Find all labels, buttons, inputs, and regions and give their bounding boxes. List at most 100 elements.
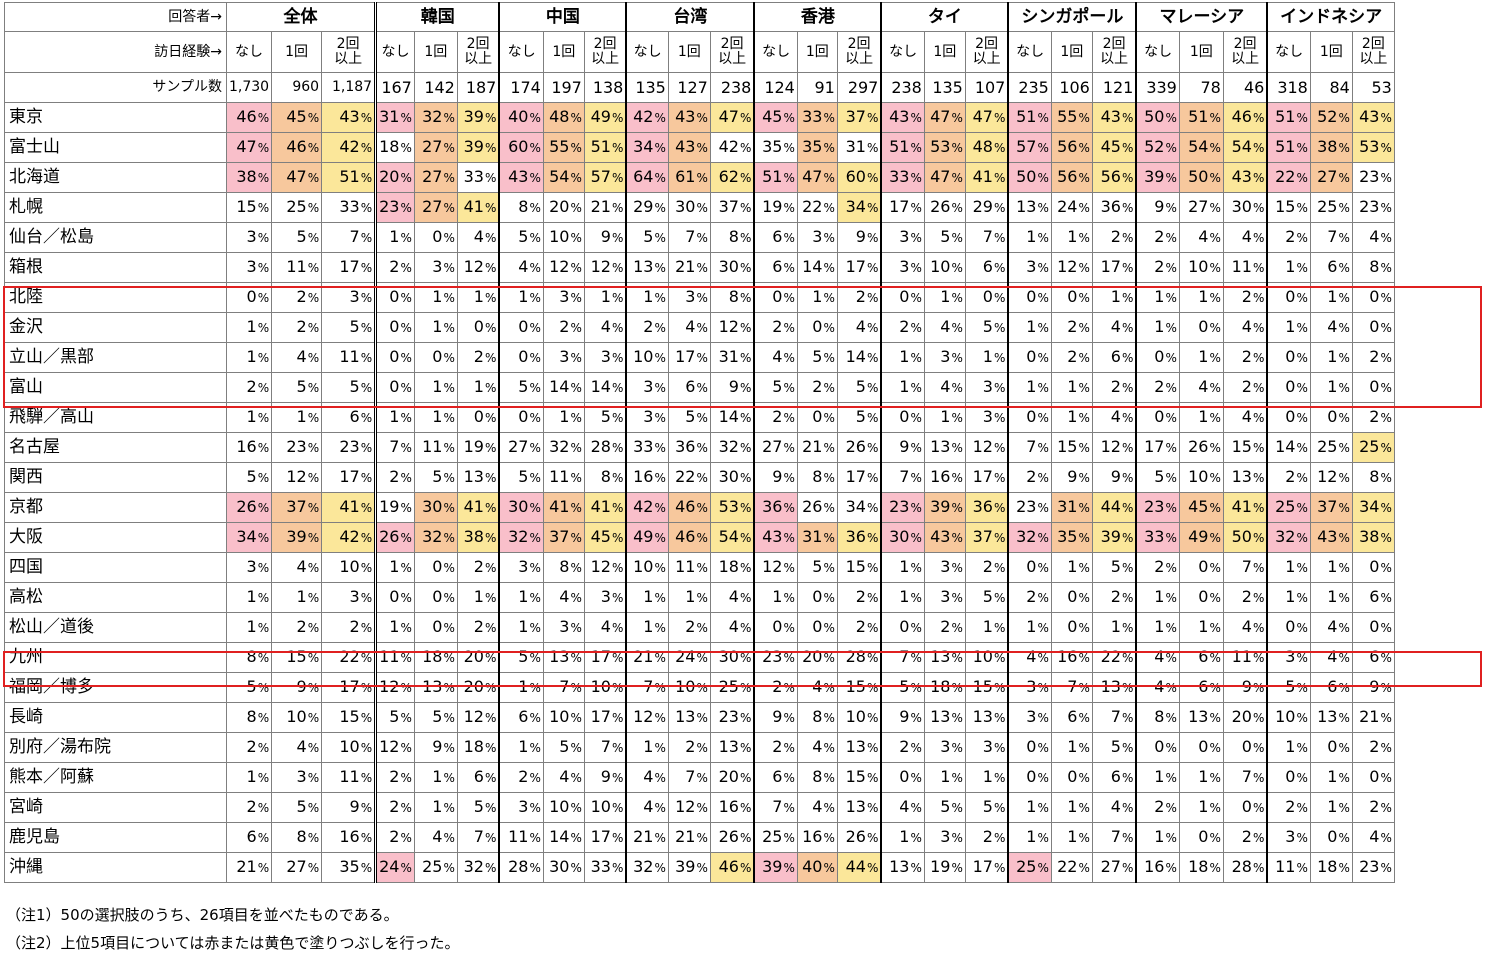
percent-cell: 2% bbox=[923, 612, 966, 643]
percent-cell: 0% bbox=[413, 342, 458, 373]
percent-sign: % bbox=[1209, 801, 1221, 815]
percent-cell: 15% bbox=[271, 642, 323, 673]
percent-cell: 36% bbox=[753, 492, 798, 523]
percent-cell: 12% bbox=[271, 462, 323, 493]
percent-value: 2 bbox=[1154, 257, 1165, 276]
percent-sign: % bbox=[1121, 441, 1134, 455]
percent-cell: 32% bbox=[413, 522, 458, 553]
percent-value: 0 bbox=[1327, 407, 1338, 426]
percent-value: 0 bbox=[389, 287, 400, 306]
percent-cell: 8% bbox=[225, 642, 273, 673]
percent-sign: % bbox=[654, 801, 666, 815]
percent-sign: % bbox=[739, 801, 752, 815]
percent-sign: % bbox=[696, 201, 708, 215]
percent-sign: % bbox=[1078, 291, 1090, 305]
percent-cell: 4% bbox=[542, 762, 585, 793]
percent-cell: 26% bbox=[225, 492, 273, 523]
percent-cell: 44% bbox=[836, 852, 882, 883]
percent-sign: % bbox=[910, 771, 922, 785]
percent-cell: 2% bbox=[456, 552, 500, 583]
percent-sign: % bbox=[1078, 591, 1090, 605]
percent-value: 12 bbox=[590, 257, 611, 276]
percent-cell: 5% bbox=[796, 552, 838, 583]
percent-value: 7 bbox=[349, 227, 360, 246]
percent-sign: % bbox=[993, 801, 1006, 815]
percent-cell: 4% bbox=[583, 312, 627, 343]
percent-sign: % bbox=[1165, 441, 1177, 455]
percent-value: 9 bbox=[899, 707, 910, 726]
percent-value: 3 bbox=[1026, 707, 1037, 726]
percent-cell: 30% bbox=[498, 492, 544, 523]
percent-cell: 14% bbox=[542, 822, 585, 853]
percent-sign: % bbox=[1121, 411, 1134, 425]
percent-cell: 2% bbox=[1222, 282, 1268, 313]
percent-value: 5 bbox=[812, 557, 823, 576]
percent-value: 11 bbox=[1231, 257, 1252, 276]
percent-value: 0 bbox=[518, 317, 529, 336]
percent-cell: 3% bbox=[923, 822, 966, 853]
percent-value: 6 bbox=[1198, 647, 1209, 666]
percent-cell: 2% bbox=[1351, 342, 1395, 373]
percent-cell: 2% bbox=[456, 342, 500, 373]
percent-value: 14 bbox=[802, 257, 823, 276]
percent-cell: 0% bbox=[880, 762, 925, 793]
percent-value: 3 bbox=[432, 257, 443, 276]
percent-value: 14 bbox=[590, 377, 611, 396]
percent-cell: 46% bbox=[667, 492, 711, 523]
percent-sign: % bbox=[866, 591, 879, 605]
percent-value: 3 bbox=[899, 227, 910, 246]
percent-sign: % bbox=[951, 201, 963, 215]
percent-sign: % bbox=[1165, 831, 1177, 845]
percent-cell: 38% bbox=[1309, 132, 1353, 163]
percent-cell: 11% bbox=[413, 432, 458, 463]
percent-value: 30 bbox=[1231, 197, 1252, 216]
percent-value: 13 bbox=[972, 707, 993, 726]
percent-sign: % bbox=[400, 771, 412, 785]
percent-sign: % bbox=[654, 351, 666, 365]
percent-value: 10 bbox=[549, 227, 570, 246]
percent-cell: 1% bbox=[1178, 792, 1224, 823]
percent-value: 0 bbox=[432, 617, 443, 636]
percent-cell: 10% bbox=[542, 702, 585, 733]
percent-cell: 30% bbox=[709, 462, 755, 493]
percent-cell: 27% bbox=[498, 432, 544, 463]
percent-value: 12 bbox=[286, 467, 307, 486]
percent-value: 2 bbox=[559, 317, 570, 336]
group-header: マレーシア bbox=[1135, 2, 1268, 32]
percent-sign: % bbox=[1380, 411, 1392, 425]
percent-cell: 8% bbox=[709, 282, 755, 313]
percent-sign: % bbox=[529, 711, 541, 725]
percent-cell: 5% bbox=[836, 402, 882, 433]
percent-value: 46 bbox=[1231, 107, 1252, 126]
percent-sign: % bbox=[866, 741, 879, 755]
percent-sign: % bbox=[1165, 561, 1177, 575]
percent-value: 9 bbox=[855, 227, 866, 246]
percent-sign: % bbox=[400, 681, 412, 695]
percent-sign: % bbox=[654, 381, 666, 395]
percent-sign: % bbox=[257, 711, 270, 725]
percent-value: 2 bbox=[1285, 467, 1296, 486]
percent-value: 36 bbox=[762, 497, 783, 516]
percent-value: 1 bbox=[559, 407, 570, 426]
percent-value: 6 bbox=[1369, 647, 1380, 666]
percent-sign: % bbox=[993, 231, 1006, 245]
percent-cell: 2% bbox=[1050, 312, 1093, 343]
percent-cell: 3% bbox=[583, 342, 627, 373]
percent-sign: % bbox=[1121, 291, 1134, 305]
percent-sign: % bbox=[739, 831, 752, 845]
percent-value: 48 bbox=[972, 137, 993, 156]
percent-sign: % bbox=[1121, 141, 1134, 155]
percent-cell: 33% bbox=[1135, 522, 1180, 553]
percent-value: 3 bbox=[349, 287, 360, 306]
percent-value: 4 bbox=[643, 797, 654, 816]
percent-sign: % bbox=[823, 441, 835, 455]
percent-sign: % bbox=[529, 801, 541, 815]
sample-size-cell: 121 bbox=[1091, 72, 1137, 103]
percent-cell: 8% bbox=[796, 702, 838, 733]
percent-cell: 1% bbox=[1309, 372, 1353, 403]
percent-sign: % bbox=[307, 801, 320, 815]
percent-sign: % bbox=[400, 561, 412, 575]
percent-value: 51 bbox=[1188, 107, 1209, 126]
destination-row: 箱根 3% 11% 17% 2% 3% 12% 4% 12% 12% 13% 21% 30% 6% 14% 1… bbox=[4, 252, 1395, 283]
percent-sign: % bbox=[1078, 741, 1090, 755]
